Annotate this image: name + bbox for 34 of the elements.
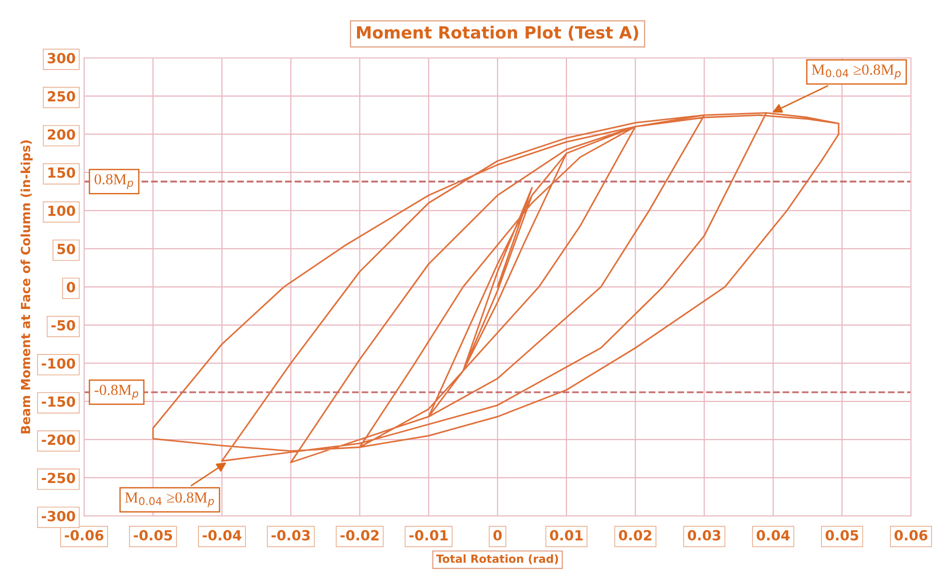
chart-title: Moment Rotation Plot (Test A) (357, 26, 638, 41)
x-tick-label: 0.06 (894, 530, 928, 541)
y-axis-title: Beam Moment at Face of Column (in-kips) (20, 140, 33, 434)
x-axis-title: Total Rotation (rad) (436, 554, 558, 564)
x-tick-label: -0.02 (340, 530, 379, 541)
y-tick-label: -150 (42, 396, 76, 407)
x-tick-label: 0 (493, 530, 502, 541)
y-tick-label: -100 (42, 358, 76, 369)
x-tick-label: 0.04 (756, 530, 790, 541)
x-tick-label: -0.01 (409, 530, 448, 541)
y-tick-label: 50 (58, 244, 76, 254)
x-tick-label: -0.04 (202, 530, 242, 541)
y-tick-label: 100 (48, 206, 76, 216)
x-tick-label: 0.03 (688, 530, 720, 541)
line-series (152, 112, 840, 464)
x-tick-label: 0.05 (826, 530, 858, 541)
y-tick-label: 0 (66, 282, 76, 292)
y-tick-label: 150 (48, 167, 76, 178)
annotation: M$_{0.04}$ ≥0.8M$_{p}$ (812, 64, 901, 80)
x-tick-label: 0.02 (618, 530, 652, 541)
x-tick-label: -0.03 (272, 530, 310, 541)
ref-line-label: 0.8M$_{p}$ (94, 174, 134, 189)
y-tick-label: -200 (42, 434, 76, 446)
x-tick-label: 0.01 (550, 530, 583, 541)
y-tick-label: -300 (42, 510, 76, 522)
annotation: M$_{0.04}$ ≥0.8M$_{p}$ (125, 492, 214, 508)
y-tick-label: -50 (51, 320, 76, 331)
y-tick-label: 200 (48, 129, 76, 140)
y-tick-label: -250 (42, 472, 76, 484)
y-tick-label: 300 (48, 52, 76, 64)
y-tick-label: 250 (48, 91, 76, 102)
ref-line-label: -0.8M$_{p}$ (94, 384, 138, 400)
x-tick-label: -0.06 (64, 530, 104, 541)
x-tick-label: -0.05 (134, 530, 172, 541)
